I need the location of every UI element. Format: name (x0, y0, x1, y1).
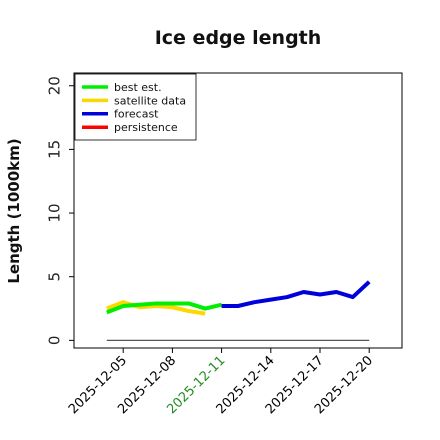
y-tick-label: 10 (45, 203, 63, 222)
legend: best est.satellite dataforecastpersisten… (74, 73, 197, 141)
legend-items: best est.satellite dataforecastpersisten… (82, 81, 186, 134)
chart-title: Ice edge length (155, 27, 322, 49)
series-layer (106, 280, 371, 316)
series-line-forecast (221, 280, 371, 308)
y-tick-label: 20 (45, 76, 63, 95)
series-line-best-est- (106, 301, 223, 315)
y-tick-label: 0 (45, 336, 63, 346)
legend-box (74, 73, 197, 141)
legend-label: persistence (114, 121, 178, 134)
legend-label: best est. (114, 81, 162, 94)
plot-frame (73, 72, 403, 349)
y-axis-label: Length (1000km) (5, 138, 23, 283)
y-tick-label: 15 (45, 140, 63, 159)
y-tick-label: 5 (45, 272, 63, 282)
y-axis-ticks: 0 5 10 15 20 (45, 76, 74, 345)
series-line-satellite-data (106, 300, 206, 316)
x-axis-ticks: 2025-12-052025-12-082025-12-112025-12-14… (66, 348, 376, 417)
legend-label: forecast (114, 108, 159, 121)
legend-label: satellite data (114, 94, 186, 107)
